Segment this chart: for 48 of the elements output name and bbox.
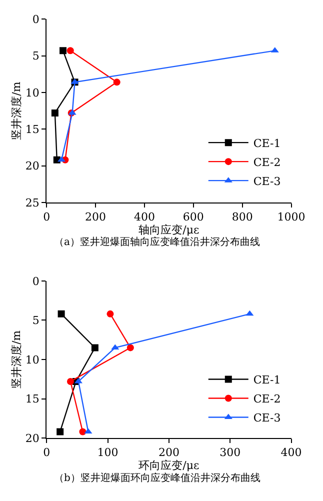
point bbox=[58, 310, 65, 318]
point bbox=[56, 428, 64, 436]
y-axis-title: 竖井深度/m bbox=[10, 81, 24, 140]
point bbox=[58, 156, 66, 162]
y-tick-label: 5 bbox=[32, 50, 40, 63]
y-tick-label: 15 bbox=[25, 122, 40, 136]
point bbox=[113, 78, 120, 86]
text: （a）竖井迎爆面轴向应变峰值沿井深分布曲线 bbox=[54, 236, 260, 248]
y-axis-title: 竖井深度/m bbox=[10, 330, 24, 389]
x-tick-label: 200 bbox=[158, 446, 180, 460]
x-tick-label: 200 bbox=[85, 210, 106, 224]
x-axis-title: 轴向应变/με bbox=[138, 224, 200, 237]
x-tick-label: 600 bbox=[182, 210, 204, 224]
point bbox=[91, 344, 98, 352]
text: （b）竖井迎爆面环向应变峰值沿井深分布曲线 bbox=[54, 472, 260, 484]
x-tick-label: 1000 bbox=[277, 210, 306, 224]
legend-label: CE-3 bbox=[253, 174, 281, 188]
x-tick-label: 0 bbox=[43, 446, 50, 460]
y-tick-label: 0 bbox=[32, 274, 40, 288]
legend-label: CE-3 bbox=[253, 412, 281, 425]
point bbox=[106, 310, 114, 318]
x-tick-label: 0 bbox=[43, 210, 50, 224]
y-tick-label: 5 bbox=[32, 314, 40, 328]
x-axis-title: 环向应变/με bbox=[138, 459, 200, 472]
y-tick-label: 20 bbox=[25, 160, 40, 173]
y-tick-label: 10 bbox=[25, 353, 40, 366]
point bbox=[246, 310, 254, 316]
point bbox=[60, 47, 67, 54]
point bbox=[66, 378, 74, 385]
x-tick-label: 100 bbox=[97, 446, 118, 460]
x-tick-label: 400 bbox=[134, 210, 155, 224]
point bbox=[126, 344, 134, 352]
point bbox=[79, 428, 86, 436]
legend-label: CE-1 bbox=[253, 374, 281, 387]
point bbox=[74, 378, 82, 384]
legend-label: CE-2 bbox=[253, 392, 281, 406]
y-tick-label: 25 bbox=[25, 196, 40, 210]
y-tick-label: 20 bbox=[25, 432, 40, 445]
x-tick-label: 300 bbox=[220, 446, 241, 460]
legend-label: CE-1 bbox=[253, 136, 281, 150]
y-tick-label: 10 bbox=[25, 86, 40, 100]
point bbox=[66, 47, 74, 54]
y-tick-label: 0 bbox=[32, 12, 40, 26]
point bbox=[51, 109, 58, 116]
x-tick-label: 800 bbox=[232, 210, 253, 224]
legend-label: CE-2 bbox=[253, 156, 281, 169]
y-tick-label: 15 bbox=[25, 392, 40, 406]
x-tick-label: 400 bbox=[280, 446, 302, 460]
